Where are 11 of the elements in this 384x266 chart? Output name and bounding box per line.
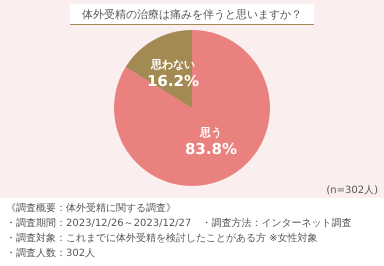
- data-label: 16.2%: [146, 72, 200, 90]
- data-label: 83.8%: [184, 140, 238, 158]
- text: ・調査対象：これまでに体外受精を検討したことがある方 ※女性対象: [6, 232, 319, 246]
- slice-label: 思う: [199, 126, 222, 139]
- slice-label: 思わない: [150, 58, 195, 71]
- chart-title: 体外受精の治療は痛みを伴うと思いますか？: [70, 4, 314, 25]
- text: (n=302人): [326, 184, 378, 197]
- text: ・調査方法：インターネット調査: [201, 216, 352, 231]
- text: 《調査概要：体外受精に関する調査》: [6, 202, 177, 216]
- text: ・調査人数：302人: [6, 246, 96, 261]
- text: ・調査期間：2023/12/26～2023/12/27: [6, 216, 192, 231]
